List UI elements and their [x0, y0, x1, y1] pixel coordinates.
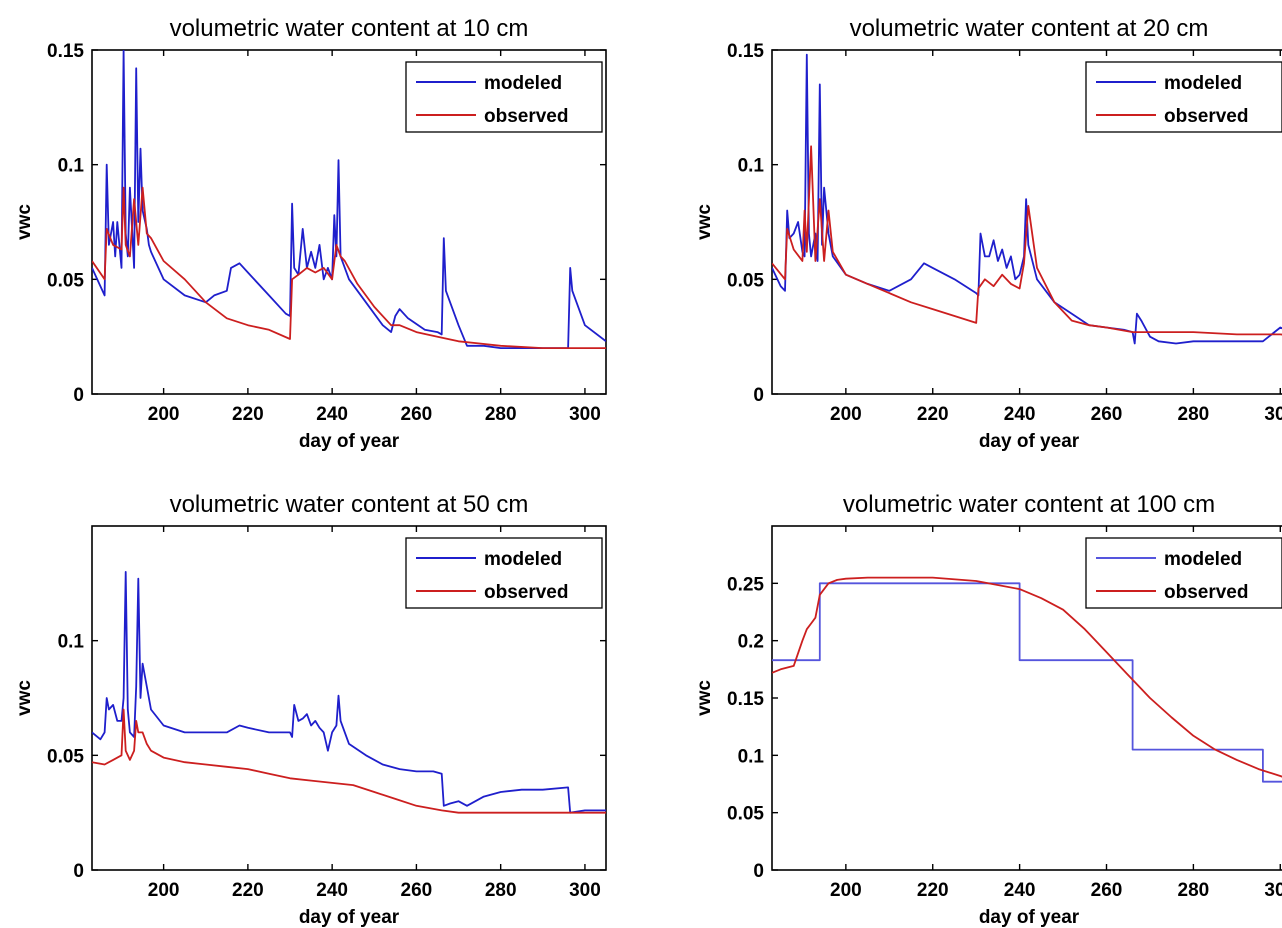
x-tick-label: 240	[316, 880, 348, 901]
x-tick-label: 260	[401, 404, 433, 425]
x-tick-label: 300	[1264, 880, 1282, 901]
x-tick-label: 240	[1004, 880, 1036, 901]
series-line-modeled	[772, 582, 1282, 783]
x-tick-label: 200	[148, 880, 180, 901]
x-axis-label: day of year	[299, 431, 400, 452]
legend-box	[405, 537, 603, 609]
y-axis-label: vwc	[14, 204, 35, 240]
x-tick-label: 240	[1004, 404, 1036, 425]
legend-label-modeled: modeled	[484, 73, 562, 94]
x-tick-label: 220	[232, 880, 264, 901]
y-tick-label: 0.15	[727, 689, 764, 710]
y-axis-label: vwc	[14, 680, 35, 716]
legend-box	[1085, 61, 1282, 133]
y-tick-label: 0.15	[47, 41, 84, 62]
y-axis-label: vwc	[694, 680, 715, 716]
y-tick-label: 0.25	[727, 574, 764, 595]
x-tick-label: 260	[401, 880, 433, 901]
x-tick-label: 260	[1091, 404, 1123, 425]
series-line-modeled	[772, 53, 1282, 345]
series-line-observed	[772, 145, 1282, 336]
legend-label-modeled: modeled	[1164, 549, 1242, 570]
subplot-4: volumetric water content at 100 cm 200 220…	[694, 491, 1282, 928]
legend-box	[1085, 537, 1282, 609]
x-tick-label: 200	[148, 404, 180, 425]
y-tick-label: 0	[73, 861, 84, 882]
x-tick-label: 220	[917, 404, 949, 425]
legend: modeled observed	[1085, 537, 1282, 609]
legend-box	[405, 61, 603, 133]
y-tick-label: 0.1	[58, 632, 85, 653]
legend-label-modeled: modeled	[1164, 73, 1242, 94]
subplot-3: volumetric water content at 50 cm 200 220 2…	[14, 491, 607, 928]
y-tick-label: 0.05	[47, 746, 84, 767]
x-tick-label: 300	[569, 880, 601, 901]
subplot-2: volumetric water content at 20 cm 200 220 2…	[694, 15, 1282, 452]
x-tick-label: 200	[830, 404, 862, 425]
legend-label-observed: observed	[484, 582, 568, 603]
y-tick-label: 0.05	[727, 270, 764, 291]
y-tick-label: 0.05	[727, 804, 764, 825]
x-axis-label: day of year	[979, 431, 1080, 452]
series-line-observed	[92, 708, 606, 814]
legend: modeled observed	[405, 537, 603, 609]
chart-title: volumetric water content at 10 cm	[170, 15, 529, 42]
y-tick-label: 0.1	[58, 156, 85, 177]
chart-title: volumetric water content at 100 cm	[843, 491, 1215, 518]
chart-title: volumetric water content at 20 cm	[850, 15, 1209, 42]
x-tick-label: 260	[1091, 880, 1123, 901]
y-tick-label: 0.2	[738, 632, 764, 653]
y-tick-label: 0	[73, 385, 84, 406]
series-line-observed	[772, 576, 1282, 778]
legend-label-modeled: modeled	[484, 549, 562, 570]
legend: modeled observed	[405, 61, 603, 133]
y-axis-label: vwc	[694, 204, 715, 240]
x-tick-label: 280	[1178, 404, 1210, 425]
x-tick-label: 280	[1178, 880, 1210, 901]
x-tick-label: 240	[316, 404, 348, 425]
x-axis-label: day of year	[299, 907, 400, 928]
x-tick-label: 220	[917, 880, 949, 901]
y-tick-label: 0.15	[727, 41, 764, 62]
series-line-observed	[92, 186, 606, 349]
chart-title: volumetric water content at 50 cm	[170, 491, 529, 518]
y-tick-label: 0	[753, 861, 764, 882]
x-tick-label: 280	[485, 404, 517, 425]
legend: modeled observed	[1085, 61, 1282, 133]
x-tick-label: 300	[1264, 404, 1282, 425]
legend-label-observed: observed	[484, 106, 568, 127]
x-tick-label: 280	[485, 880, 517, 901]
legend-label-observed: observed	[1164, 582, 1248, 603]
x-tick-label: 220	[232, 404, 264, 425]
series-line-modeled	[92, 571, 606, 814]
y-tick-label: 0.05	[47, 270, 84, 291]
legend-label-observed: observed	[1164, 106, 1248, 127]
y-tick-label: 0.1	[738, 156, 765, 177]
subplot-1: volumetric water content at 10 cm 200 220 2…	[14, 15, 607, 452]
y-tick-label: 0	[753, 385, 764, 406]
y-tick-label: 0.1	[738, 746, 765, 767]
x-axis-label: day of year	[979, 907, 1080, 928]
x-tick-label: 300	[569, 404, 601, 425]
x-tick-label: 200	[830, 880, 862, 901]
